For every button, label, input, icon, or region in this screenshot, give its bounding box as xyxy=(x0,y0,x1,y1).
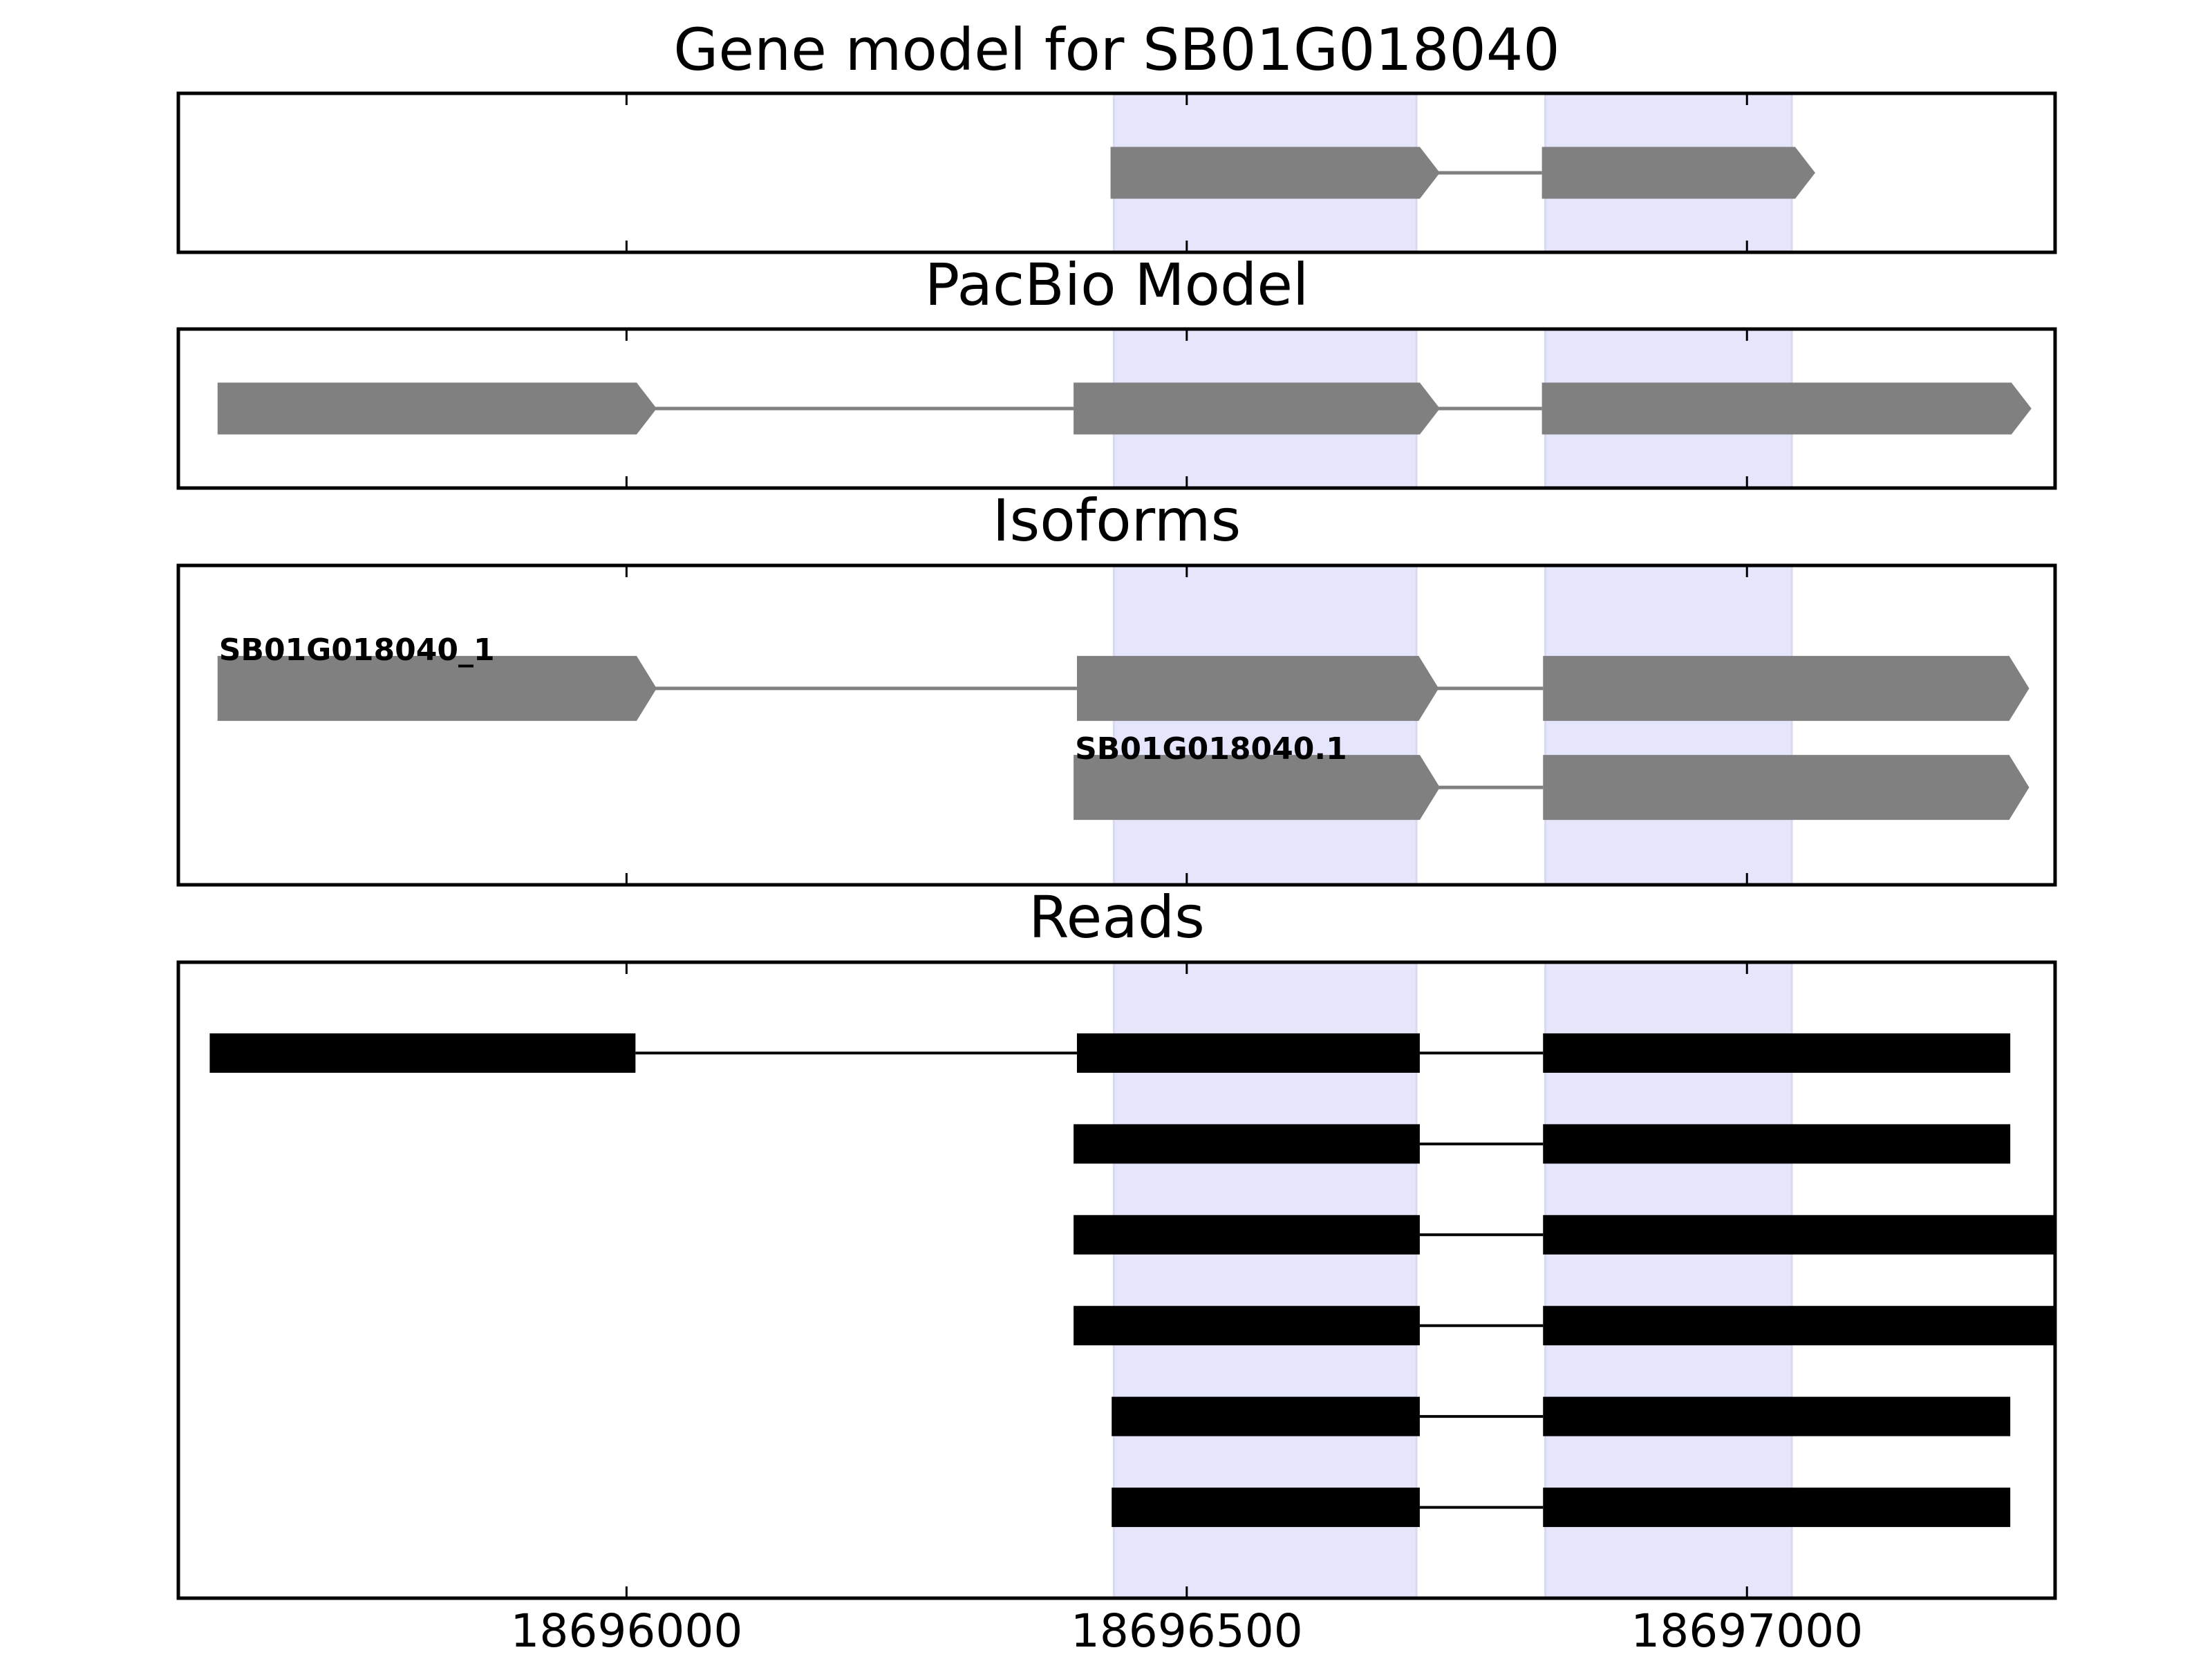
exon xyxy=(1074,755,1440,821)
exon xyxy=(1110,147,1440,199)
panel-title: Isoforms xyxy=(993,487,1241,554)
exon xyxy=(1543,655,2030,721)
read-block xyxy=(1543,1306,2055,1346)
exon xyxy=(1541,147,1815,199)
read-block xyxy=(1543,1488,2011,1528)
exon xyxy=(217,382,657,435)
panel xyxy=(1110,93,1815,252)
read-block xyxy=(1543,1033,2011,1073)
axes-frame xyxy=(176,563,2057,887)
read-block xyxy=(1074,1215,1420,1255)
exon xyxy=(1541,382,2032,435)
x-tick-label: 18696500 xyxy=(1071,1604,1303,1658)
highlight xyxy=(1112,565,1418,885)
read-block xyxy=(1543,1124,2011,1164)
read-block xyxy=(1112,1488,1420,1528)
exon xyxy=(1074,382,1440,435)
highlight xyxy=(1544,565,1793,885)
axes-frame xyxy=(176,91,2057,254)
panel-title: Reads xyxy=(1029,883,1205,951)
panel-title: PacBio Model xyxy=(925,251,1309,319)
panel xyxy=(209,962,2055,1598)
axes-frame xyxy=(176,960,2057,1600)
panel-title: Gene model for SB01G018040 xyxy=(673,16,1559,84)
x-tick-label: 18697000 xyxy=(1631,1604,1863,1658)
read-block xyxy=(1543,1396,2011,1436)
read-block xyxy=(1112,1396,1420,1436)
panel xyxy=(217,565,2030,885)
read-block xyxy=(1074,1306,1420,1346)
x-tick-label: 18696000 xyxy=(510,1604,742,1658)
read-block xyxy=(1076,1033,1420,1073)
panel xyxy=(217,329,2032,488)
exon xyxy=(217,655,657,721)
read-block xyxy=(1543,1215,2055,1255)
read-block xyxy=(209,1033,636,1073)
exon xyxy=(1076,655,1439,721)
isoform-label: SB01G018040.1 xyxy=(1075,731,1347,767)
read-block xyxy=(1074,1124,1420,1164)
axes-frame xyxy=(176,327,2057,490)
isoform-label: SB01G018040_1 xyxy=(219,632,495,668)
exon xyxy=(1543,755,2030,821)
